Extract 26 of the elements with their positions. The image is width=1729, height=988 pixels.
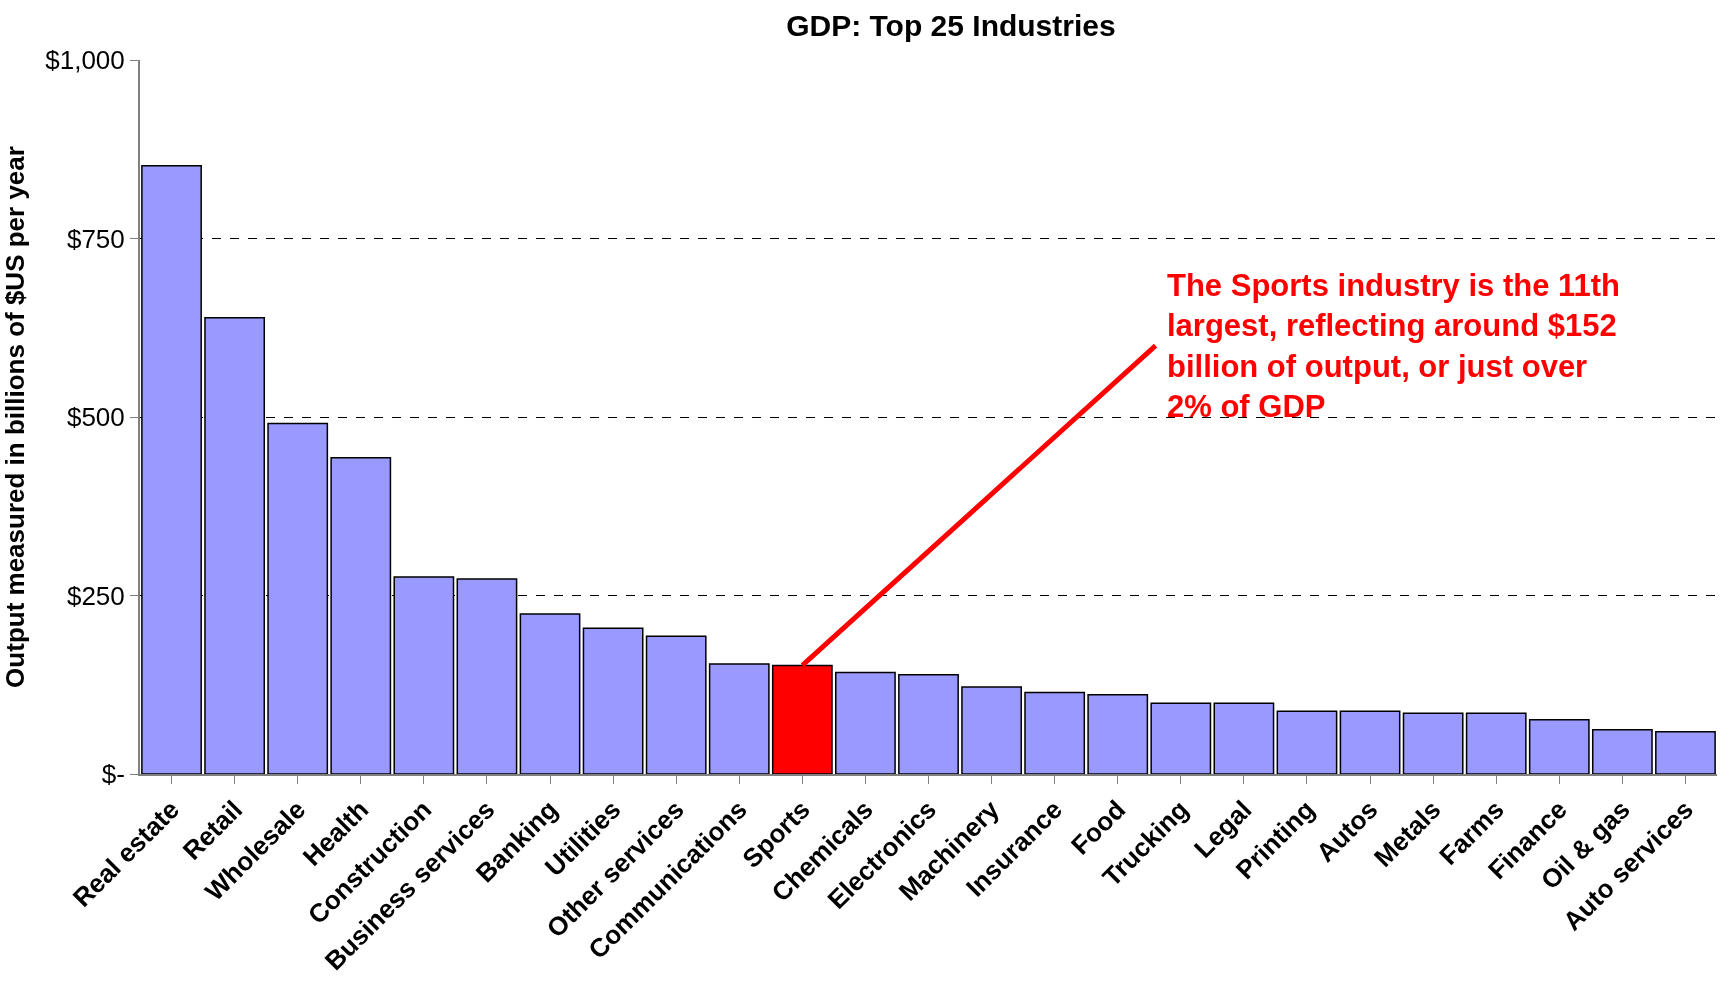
bar — [582, 627, 644, 774]
bar — [1339, 710, 1401, 774]
y-tick-label: $250 — [66, 580, 125, 611]
bar — [1276, 710, 1338, 774]
bar — [1465, 712, 1527, 774]
y-tick-label: $1,000 — [45, 45, 125, 76]
bar — [708, 663, 770, 774]
chart-title: GDP: Top 25 Industries — [786, 8, 1116, 42]
bar — [961, 686, 1022, 774]
annotation: The Sports industry is the 11th largest, reflecting around $152 billion of output, or just over 2% of GDP — [1167, 268, 1621, 424]
bar — [1591, 728, 1653, 774]
bar — [1087, 694, 1149, 774]
bar — [1655, 731, 1716, 774]
bar — [645, 635, 707, 774]
bar — [1213, 702, 1275, 774]
bar — [835, 671, 896, 774]
bar — [1528, 718, 1590, 774]
bar — [1024, 691, 1086, 774]
y-tick-label: $750 — [66, 223, 125, 254]
y-tick-label: $500 — [66, 402, 125, 433]
y-axis-title: Output measured in billions of $US per year — [0, 146, 30, 688]
bar — [1402, 712, 1464, 774]
bar — [1150, 702, 1212, 774]
bar — [519, 613, 581, 774]
bar — [898, 674, 959, 774]
y-tick-label: $- — [101, 759, 125, 790]
